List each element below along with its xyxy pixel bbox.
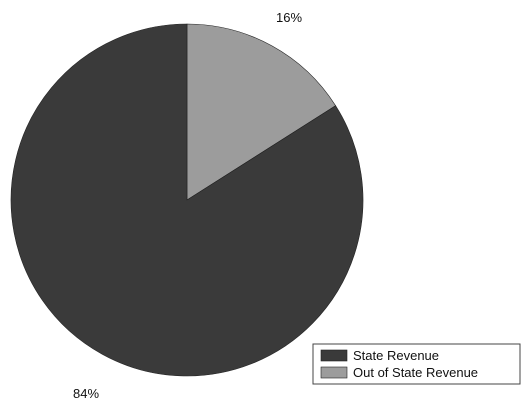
pie-label-out-of-state-revenue: 16%	[276, 10, 302, 25]
pie-slice-state-revenue	[10, 23, 364, 377]
legend-label-out-of-state-revenue: Out of State Revenue	[353, 365, 478, 380]
pie-labels: 16% 84%	[73, 10, 302, 401]
pie-slice-out-of-state-revenue	[186, 23, 337, 201]
legend-swatch-out-of-state-revenue	[320, 366, 348, 379]
legend: State Revenue Out of State Revenue	[312, 343, 521, 385]
pie-label-state-revenue: 84%	[73, 386, 99, 401]
legend-label-state-revenue: State Revenue	[353, 348, 439, 363]
legend-swatch-state-revenue	[320, 349, 348, 362]
legend-box	[312, 343, 521, 385]
pie-slices	[10, 23, 364, 377]
